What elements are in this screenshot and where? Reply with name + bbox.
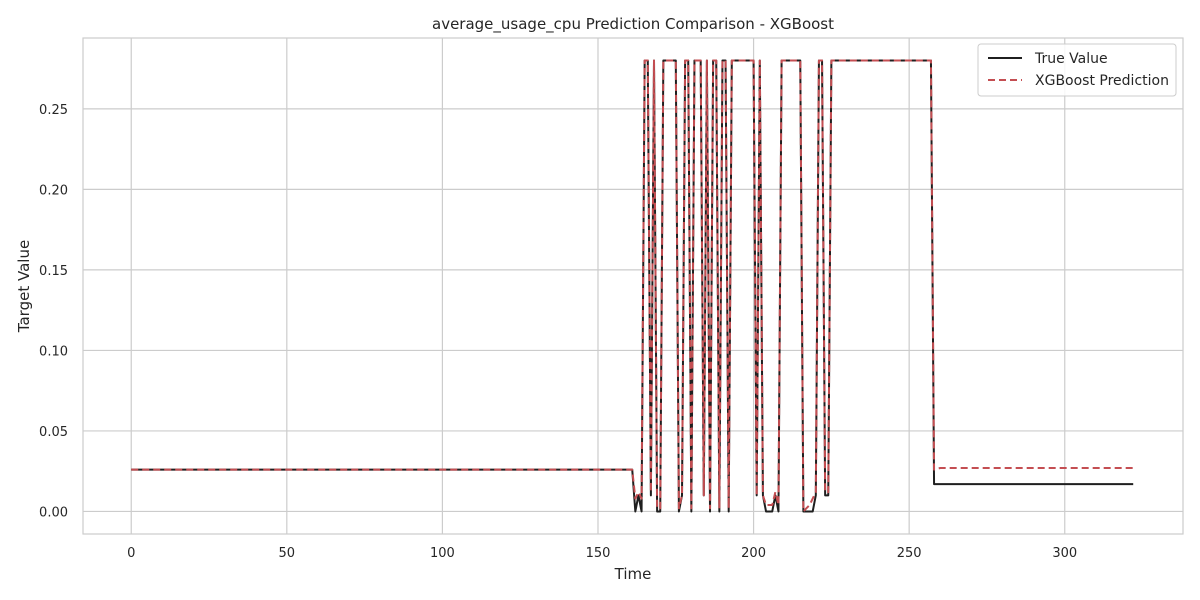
y-tick-label: 0.00 (39, 505, 68, 520)
grid (83, 38, 1183, 534)
x-tick-label: 200 (741, 546, 766, 561)
series-line-xgboost-prediction (131, 59, 1134, 513)
plot-frame (82, 37, 1184, 535)
legend: True Value XGBoost Prediction (977, 43, 1177, 97)
y-tick-label: 0.05 (39, 425, 68, 440)
ticks: 0 50 100 150 200 250 300 0.00 0.05 0.10 0.15 0.20 0.… (39, 103, 1077, 561)
y-tick-label: 0.20 (39, 183, 68, 198)
x-tick-label: 250 (897, 546, 922, 561)
series-line-true-value (131, 59, 1134, 513)
x-tick-label: 0 (127, 546, 135, 561)
x-tick-label: 50 (279, 546, 296, 561)
x-tick-label: 100 (430, 546, 455, 561)
chart-title: average_usage_cpu Prediction Comparison … (432, 15, 834, 34)
y-tick-label: 0.10 (39, 344, 68, 359)
x-tick-label: 300 (1052, 546, 1077, 561)
x-tick-label: 150 (586, 546, 611, 561)
y-tick-label: 0.15 (39, 264, 68, 279)
legend-label-xgboost-prediction: XGBoost Prediction (1035, 73, 1169, 89)
legend-label-true-value: True Value (1034, 51, 1108, 67)
y-tick-label: 0.25 (39, 103, 68, 118)
legend-box (977, 43, 1177, 97)
x-axis-label: Time (614, 565, 652, 583)
y-axis-label: Target Value (15, 240, 33, 333)
series-lines (131, 59, 1134, 513)
